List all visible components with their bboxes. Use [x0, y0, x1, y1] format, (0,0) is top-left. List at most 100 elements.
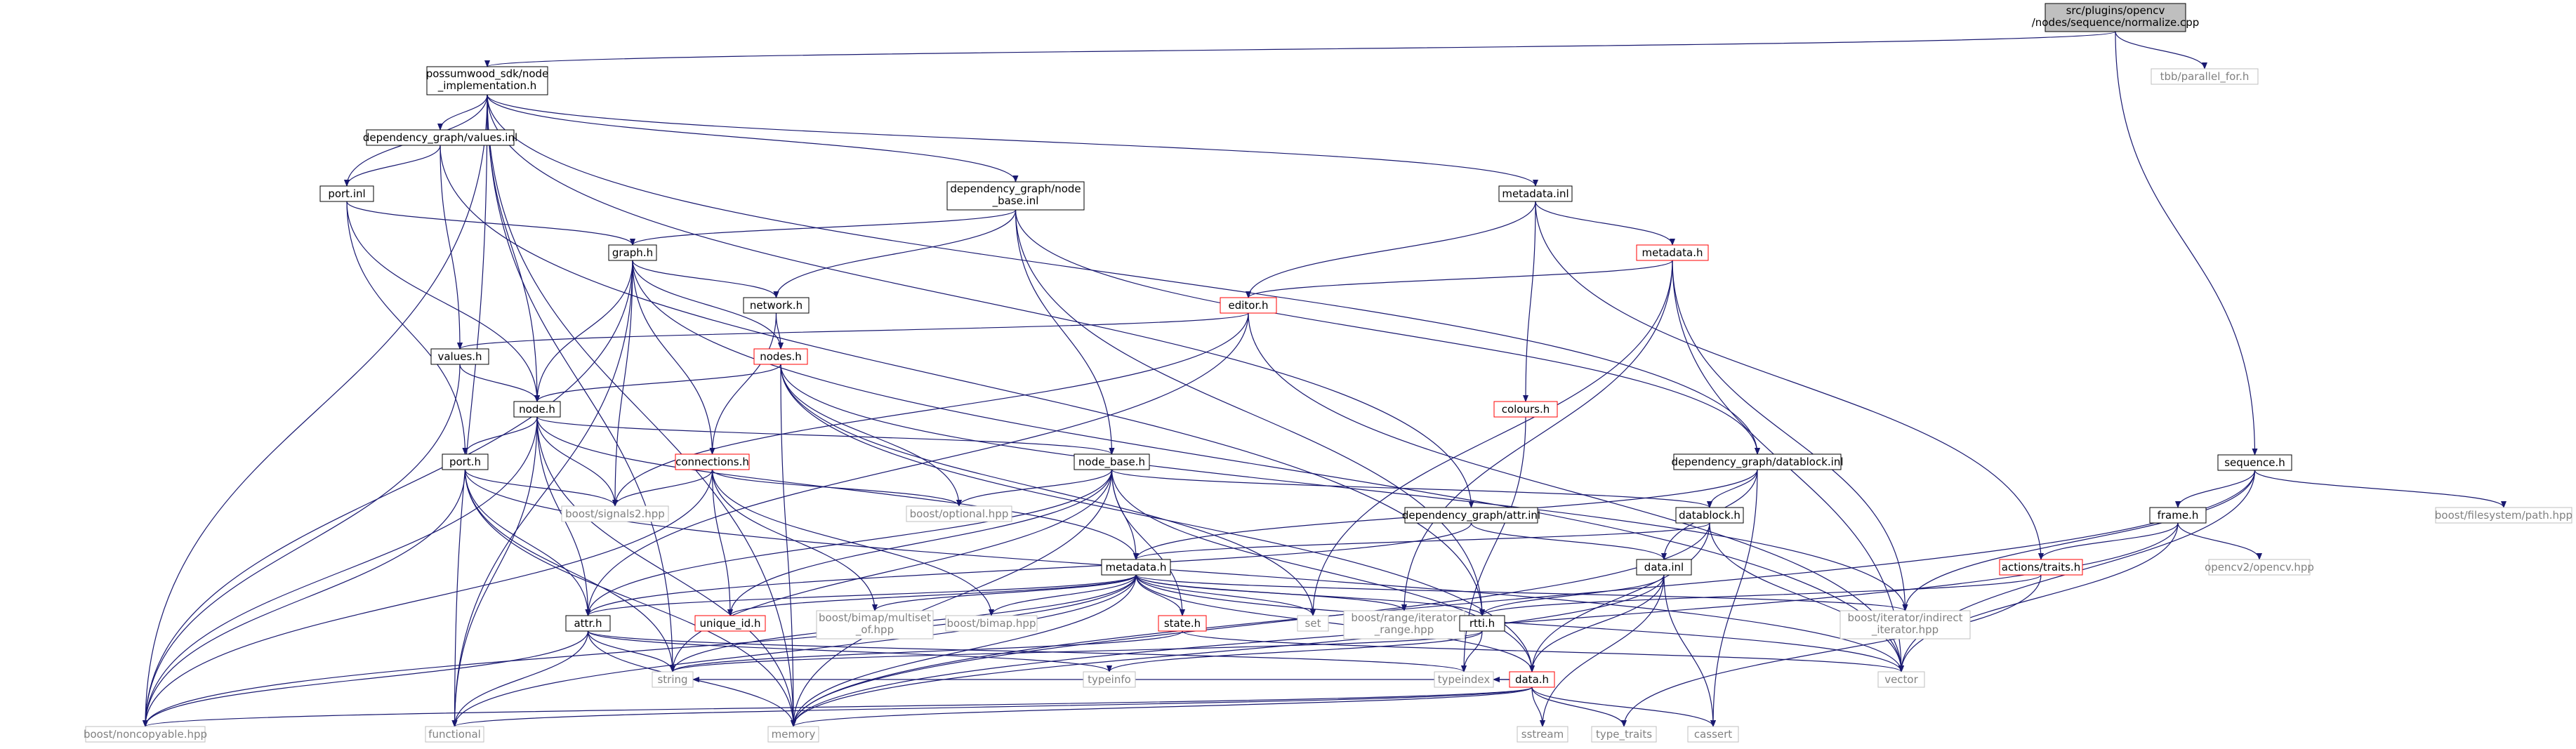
node-port_inl[interactable]: port.inl	[319, 185, 374, 202]
node-port_h[interactable]: port.h	[442, 453, 489, 470]
edge-datablock_h-to-vector	[1709, 522, 1904, 672]
node-box-typeindex	[1434, 671, 1494, 688]
node-graph_h[interactable]: graph.h	[608, 244, 657, 261]
node-box-vector	[1877, 671, 1925, 688]
edge-data_inl-to-sstream	[1540, 574, 1665, 727]
node-box-state_h	[1158, 615, 1207, 632]
edge-nodes_h-to-memory	[780, 364, 796, 727]
node-dg_values_inl[interactable]: dependency_graph/values.inl	[363, 129, 517, 146]
edge-sequence_h-to-boost_iterator	[1902, 470, 2256, 611]
node-label-possumwood_sdk-line-0: possumwood_sdk/node	[426, 67, 549, 81]
edge-port_h-to-attr_h	[464, 469, 591, 616]
edge-possumwood_sdk-to-functional	[451, 94, 488, 727]
node-metadata_h_red[interactable]: metadata.h	[1636, 244, 1709, 261]
node-box-frame_h	[2149, 507, 2207, 524]
node-metadata_inl[interactable]: metadata.inl	[1498, 185, 1573, 202]
edge-metadata_h_red-to-editor_h	[1246, 260, 1673, 298]
edge-datablock_h-to-data_h	[1529, 522, 1710, 672]
edge-node_base_h-to-string	[670, 469, 1113, 672]
edge-metadata_inl-to-actions_traits	[1535, 201, 2044, 560]
node-box-dg_attr_inl	[1404, 507, 1538, 524]
edge-port_h-to-boost_noncopyable	[143, 469, 466, 727]
edge-dg_node_base_inl-to-network_h	[773, 209, 1017, 298]
edge-node_base_h-to-memory	[791, 469, 1113, 727]
node-dg_attr_inl[interactable]: dependency_graph/attr.inl	[1402, 507, 1540, 524]
edge-metadata_inl-to-editor_h	[1246, 201, 1536, 298]
node-box-metadata_inl	[1498, 185, 1573, 202]
node-state_h[interactable]: state.h	[1158, 615, 1207, 632]
node-connections_h[interactable]: connections.h	[675, 453, 750, 470]
node-label-cassert-line-0: cassert	[1694, 728, 1732, 741]
edge-node_h-to-port_h	[462, 416, 538, 455]
edge-root-to-possumwood_sdk	[484, 31, 2116, 67]
node-label-root-line-0: src/plugins/opencv	[2066, 4, 2165, 17]
edge-port_h-to-string	[464, 469, 675, 672]
node-dg_node_base_inl[interactable]: dependency_graph/node_base.inl	[946, 181, 1085, 211]
edge-nodes_h-to-node_h	[534, 364, 781, 402]
node-network_h[interactable]: network.h	[743, 297, 810, 314]
node-sequence_h[interactable]: sequence.h	[2217, 454, 2292, 471]
edge-graph_h-to-boost_noncopyable	[143, 260, 633, 727]
node-frame_h[interactable]: frame.h	[2149, 507, 2207, 524]
edge-metadata_inl-to-metadata_h_red	[1535, 201, 1675, 246]
node-box-attr_h	[565, 615, 611, 632]
node-label-boost_range-line-1: _range.hpp	[1374, 623, 1434, 637]
edge-frame_h-to-actions_traits	[2038, 522, 2179, 560]
node-editor_h[interactable]: editor.h	[1220, 297, 1277, 314]
node-actions_traits[interactable]: actions/traits.h	[1999, 559, 2083, 576]
node-nodes_h[interactable]: nodes.h	[753, 348, 808, 365]
node-label-dg_values_inl-line-0: dependency_graph/values.inl	[363, 131, 517, 145]
node-data_inl[interactable]: data.inl	[1636, 559, 1692, 576]
node-dg_datablock_inl[interactable]: dependency_graph/datablock.inl	[1671, 453, 1844, 470]
node-box-rtti_h	[1459, 615, 1505, 632]
node-label-root-line-1: /nodes/sequence/normalize.cpp	[2032, 16, 2200, 29]
node-label-boost_bimap-line-0: boost/bimap.hpp	[947, 617, 1036, 630]
node-metadata_h[interactable]: metadata.h	[1101, 559, 1171, 576]
node-label-metadata_inl-line-0: metadata.inl	[1502, 187, 1568, 200]
edge-connections_h-to-unique_id	[711, 469, 733, 616]
edge-metadata_h-to-boost_iterator	[1135, 574, 1908, 611]
edge-attr_h-to-typeinfo	[587, 630, 1112, 672]
node-string: string	[652, 671, 694, 688]
edge-node_base_h-to-data_h	[1111, 469, 1535, 672]
edge-metadata_h-to-boost_noncopyable	[143, 574, 1137, 727]
node-label-metadata_h_red-line-0: metadata.h	[1642, 246, 1703, 259]
edge-port_h-to-boost_signals2	[464, 469, 618, 507]
node-box-string	[652, 671, 694, 688]
node-vector: vector	[1877, 671, 1925, 688]
edge-graph_h-to-functional	[451, 260, 633, 727]
node-label-memory-line-0: memory	[772, 728, 816, 741]
node-data_h[interactable]: data.h	[1509, 671, 1555, 688]
edge-metadata_h-to-functional	[451, 574, 1137, 727]
node-values_h[interactable]: values.h	[430, 348, 489, 365]
edge-port_inl-to-graph_h	[346, 201, 635, 246]
node-box-metadata_h_red	[1636, 244, 1709, 261]
edge-graph_h-to-boost_signals2	[612, 260, 633, 507]
edge-graph_h-to-connections_h	[632, 260, 715, 455]
node-attr_h[interactable]: attr.h	[565, 615, 611, 632]
node-rtti_h[interactable]: rtti.h	[1459, 615, 1505, 632]
edge-possumwood_sdk-to-string	[487, 94, 675, 672]
edge-data_h-to-functional	[451, 687, 1533, 727]
edge-nodes_h-to-boost_optional	[780, 364, 962, 507]
node-label-colours_h-line-0: colours.h	[1502, 403, 1550, 416]
node-box-dg_values_inl	[366, 129, 515, 146]
edge-data_inl-to-memory	[791, 574, 1665, 727]
node-unique_id[interactable]: unique_id.h	[694, 615, 766, 632]
node-box-values_h	[430, 348, 489, 365]
node-possumwood_sdk[interactable]: possumwood_sdk/node_implementation.h	[426, 66, 549, 95]
node-label-rtti_h-line-0: rtti.h	[1469, 617, 1495, 630]
node-label-dg_node_base_inl-line-1: _base.inl	[992, 194, 1039, 208]
node-label-port_inl-line-0: port.inl	[328, 187, 365, 200]
node-datablock_h[interactable]: datablock.h	[1675, 507, 1744, 524]
edge-graph_h-to-network_h	[632, 260, 779, 298]
edge-port_inl-to-node_h	[346, 201, 540, 402]
node-node_base_h[interactable]: node_base.h	[1074, 453, 1150, 470]
node-root[interactable]: src/plugins/opencv/nodes/sequence/normal…	[2032, 3, 2200, 32]
node-box-boost_filesystem	[2435, 507, 2572, 524]
node-cassert: cassert	[1687, 726, 1739, 743]
node-box-data_h	[1509, 671, 1555, 688]
node-node_h[interactable]: node.h	[513, 401, 561, 418]
node-colours_h[interactable]: colours.h	[1493, 401, 1558, 418]
node-label-actions_traits-line-0: actions/traits.h	[2002, 561, 2080, 574]
